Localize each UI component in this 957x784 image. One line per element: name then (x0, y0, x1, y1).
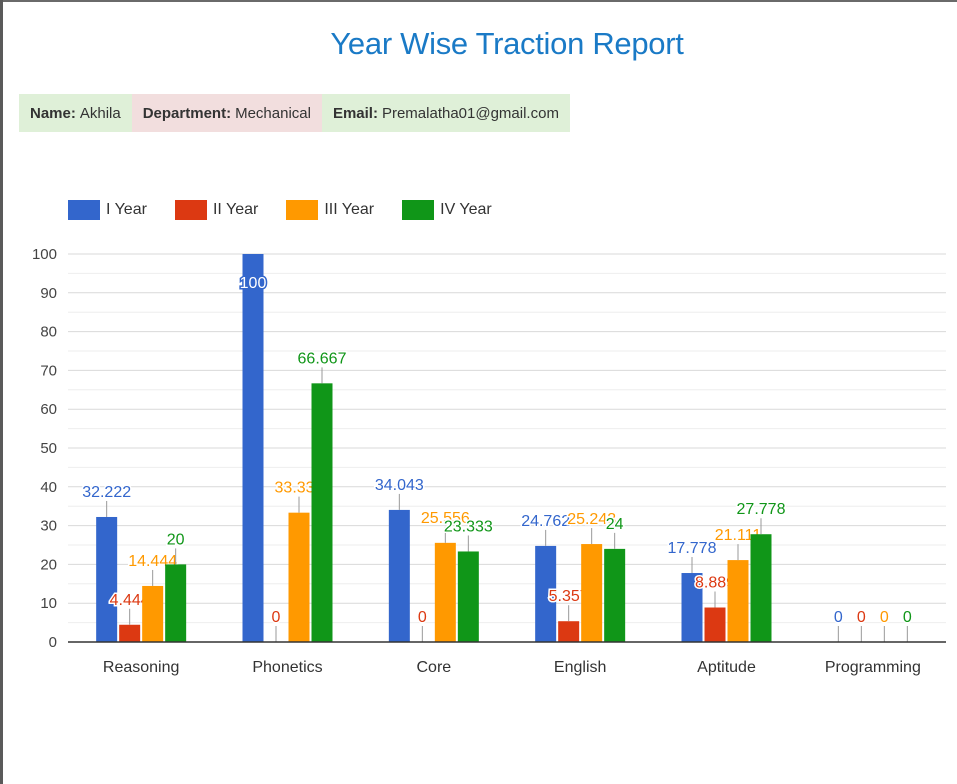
bar-english-series-4 (604, 548, 626, 642)
x-category-label: Reasoning (103, 659, 180, 676)
y-tick-label: 10 (40, 595, 57, 612)
data-label: 25.556 (421, 510, 470, 527)
data-label: 0 (834, 609, 843, 626)
department-label: Department: (142, 104, 232, 122)
bar-core-series-1 (388, 509, 410, 642)
legend-item-ii-year[interactable]: II Year (174, 200, 259, 220)
bar-phonetics-series-3 (288, 512, 310, 642)
data-label: 32.222 (82, 484, 131, 501)
department-cell: Department: Mechanical (131, 94, 322, 132)
bar-aptitude-series-2 (704, 607, 726, 642)
data-label: 17.778 (668, 540, 717, 557)
data-label: 21.111 (715, 527, 762, 544)
data-label: 0 (857, 609, 866, 626)
legend-label-iii-year: III Year (324, 201, 375, 218)
data-label: 25.243 (567, 511, 616, 528)
bar-reasoning-series-2 (119, 624, 141, 642)
x-category-label: Core (416, 659, 451, 676)
name-value: Akhila (79, 104, 121, 122)
bar-english-series-3 (581, 544, 603, 642)
student-info-bar: Name: Akhila Department: Mechanical Emai… (19, 94, 570, 132)
email-value: Premalatha01@gmail.com (381, 104, 559, 122)
data-label: 5.357 (549, 588, 589, 605)
data-label: 0 (272, 609, 281, 626)
window-top-border (0, 0, 957, 2)
data-label: 100 (240, 275, 267, 292)
bar-aptitude-series-3 (727, 560, 749, 642)
y-tick-label: 100 (32, 246, 57, 263)
bar-phonetics-series-4 (311, 383, 333, 642)
y-tick-label: 50 (40, 440, 57, 457)
data-label: 34.043 (375, 477, 424, 494)
x-category-label: Aptitude (697, 659, 756, 676)
email-cell: Email: Premalatha01@gmail.com (321, 94, 570, 132)
data-label: 0 (903, 609, 912, 626)
x-category-label: Programming (825, 659, 921, 676)
legend-swatch-iii-year (286, 200, 319, 220)
y-tick-label: 20 (40, 556, 57, 573)
email-label: Email: (332, 104, 378, 122)
bar-core-series-3 (434, 542, 456, 642)
y-tick-label: 80 (40, 324, 57, 341)
data-label: 23.333 (444, 518, 493, 535)
bar-reasoning-series-4 (165, 564, 187, 642)
legend-label-iv-year: IV Year (440, 201, 492, 218)
data-label: 24.762 (521, 513, 570, 530)
legend-item-i-year[interactable]: I Year (68, 200, 147, 220)
legend-label-i-year: I Year (106, 201, 147, 218)
data-label: 27.778 (737, 501, 786, 518)
bar-phonetics-series-1 (242, 254, 264, 642)
legend-item-iii-year[interactable]: III Year (286, 200, 374, 220)
y-tick-label: 90 (40, 285, 57, 302)
data-label: 66.667 (298, 350, 347, 367)
bar-english-series-2 (558, 621, 580, 642)
bar-reasoning-series-1 (96, 516, 118, 642)
bar-aptitude-series-4 (750, 534, 772, 642)
window-left-border (0, 0, 3, 784)
bar-aptitude-series-1 (681, 573, 703, 642)
data-label: 0 (880, 609, 889, 626)
legend-label-ii-year: II Year (212, 201, 259, 218)
data-label: 0 (418, 609, 427, 626)
legend-swatch-ii-year (174, 200, 207, 220)
data-label: 4.444 (110, 592, 150, 609)
legend-swatch-iv-year (402, 200, 435, 220)
x-category-label: Phonetics (252, 659, 322, 676)
legend-item-iv-year[interactable]: IV Year (402, 200, 492, 220)
data-label: 24 (606, 516, 624, 533)
name-label: Name: (30, 104, 76, 122)
legend-swatch-i-year (68, 200, 100, 220)
y-tick-label: 70 (40, 362, 57, 379)
data-label: 8.889 (695, 575, 735, 592)
department-value: Mechanical (235, 104, 311, 122)
data-label: 20 (167, 531, 185, 548)
x-category-label: English (554, 659, 606, 676)
y-tick-label: 30 (40, 518, 57, 535)
y-tick-label: 40 (40, 479, 57, 496)
bar-core-series-4 (457, 551, 479, 642)
chart-legend: I Year II Year III Year IV Year (68, 200, 520, 220)
y-tick-label: 60 (40, 401, 57, 418)
name-cell: Name: Akhila (19, 94, 132, 132)
bar-english-series-1 (535, 545, 557, 642)
y-tick-label: 0 (49, 634, 57, 651)
bar-reasoning-series-3 (142, 585, 164, 642)
page-title: Year Wise Traction Report (330, 26, 684, 61)
